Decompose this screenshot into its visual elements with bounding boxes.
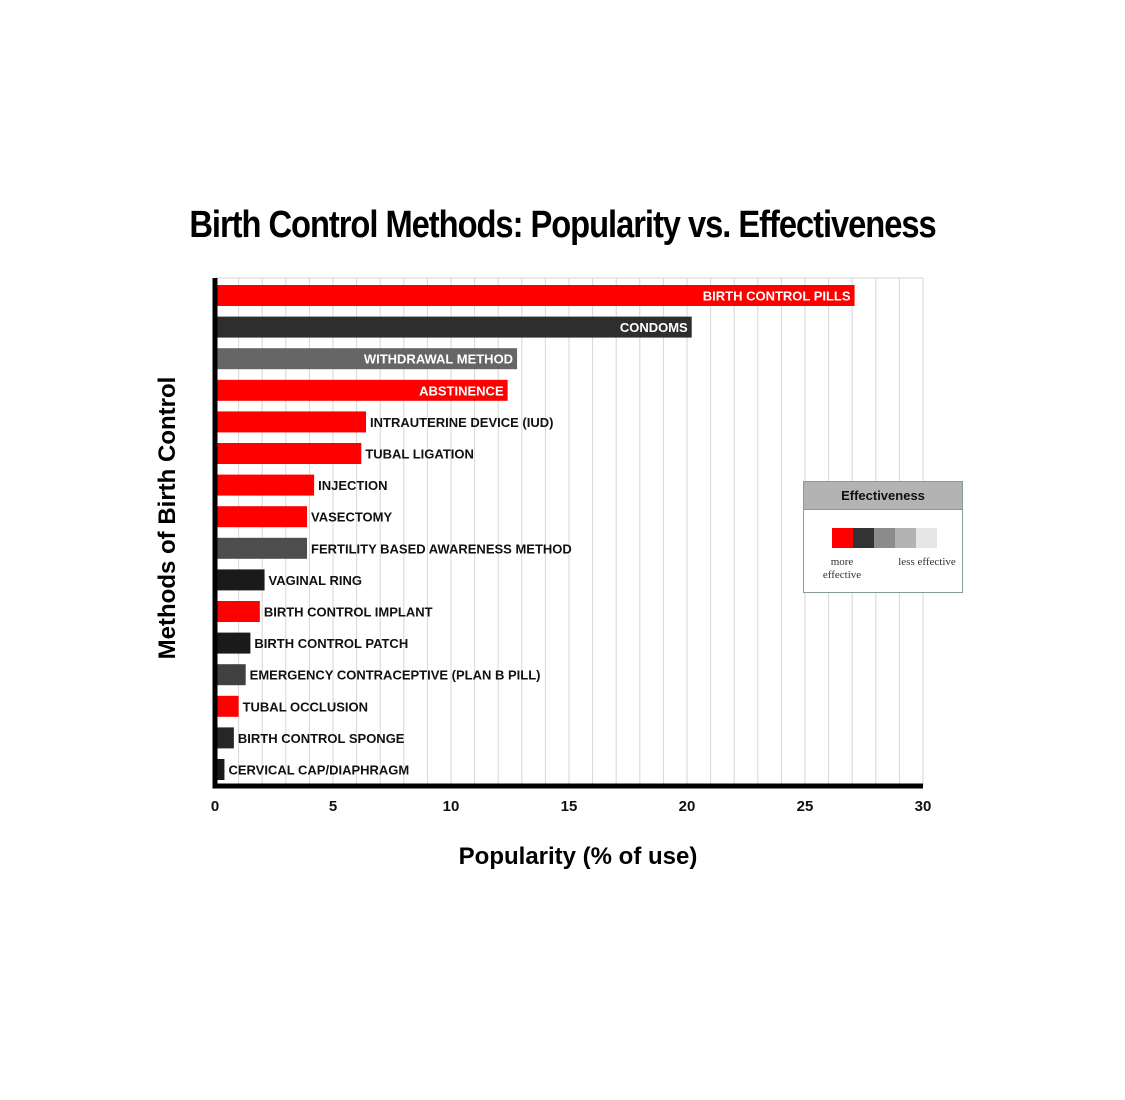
bar-label: VASECTOMY xyxy=(311,510,392,525)
bar-label: BIRTH CONTROL IMPLANT xyxy=(264,605,433,620)
effectiveness-legend: Effectiveness more effective less effect… xyxy=(803,481,963,593)
bar xyxy=(215,474,315,496)
legend-swatch xyxy=(853,528,874,548)
bar xyxy=(215,506,308,528)
bar xyxy=(215,695,239,717)
bar xyxy=(215,537,308,559)
bar-label: WITHDRAWAL METHOD xyxy=(364,352,513,367)
bar xyxy=(215,727,234,749)
legend-more-effective-label: more effective xyxy=(822,556,862,581)
x-tick-label: 25 xyxy=(797,798,814,815)
x-tick-label: 0 xyxy=(211,798,219,815)
legend-less-effective-label: less effective xyxy=(898,556,956,568)
bar-label: INTRAUTERINE DEVICE (IUD) xyxy=(370,415,553,430)
axes xyxy=(212,278,923,789)
x-tick-label: 15 xyxy=(561,798,578,815)
bar-label: CONDOMS xyxy=(620,320,688,335)
bar xyxy=(215,601,260,622)
x-tick-label: 20 xyxy=(679,798,696,815)
bar xyxy=(215,443,362,464)
bar-label: BIRTH CONTROL PILLS xyxy=(703,289,851,304)
x-axis-label: Popularity (% of use) xyxy=(458,843,698,870)
x-tick-labels: 0 5 10 15 20 25 30 xyxy=(211,798,932,815)
legend-swatch xyxy=(895,528,916,548)
bar xyxy=(215,411,367,433)
bar xyxy=(215,632,251,654)
x-tick-label: 10 xyxy=(443,798,460,815)
legend-swatch xyxy=(832,528,853,548)
bar-label: TUBAL OCCLUSION xyxy=(243,699,368,714)
bar-label: BIRTH CONTROL PATCH xyxy=(254,636,408,651)
bar-label: EMERGENCY CONTRACEPTIVE (PLAN B PILL) xyxy=(250,668,541,683)
x-tick-label: 5 xyxy=(329,798,337,815)
legend-color-scale xyxy=(832,528,937,548)
x-tick-label: 30 xyxy=(915,798,932,815)
bar xyxy=(215,569,265,591)
bar xyxy=(215,285,855,306)
bar xyxy=(215,316,692,338)
bar-label: VAGINAL RING xyxy=(269,573,362,588)
bar-label: FERTILITY BASED AWARENESS METHOD xyxy=(311,541,572,556)
bar xyxy=(215,348,518,370)
legend-swatch xyxy=(916,528,937,548)
legend-swatch xyxy=(874,528,895,548)
bar xyxy=(215,664,246,686)
chart-title: Birth Control Methods: Popularity vs. Ef… xyxy=(189,204,936,246)
bar-label: INJECTION xyxy=(318,478,387,493)
bar-label: TUBAL LIGATION xyxy=(365,447,474,462)
bar-label: BIRTH CONTROL SPONGE xyxy=(238,731,405,746)
bar-label: ABSTINENCE xyxy=(419,383,504,398)
bar-label: CERVICAL CAP/DIAPHRAGM xyxy=(228,763,409,778)
bar xyxy=(215,379,508,401)
legend-title: Effectiveness xyxy=(804,482,962,510)
bar xyxy=(215,759,225,780)
bars: BIRTH CONTROL PILLS CONDOMS WITHDRAWAL MET… xyxy=(215,285,855,780)
